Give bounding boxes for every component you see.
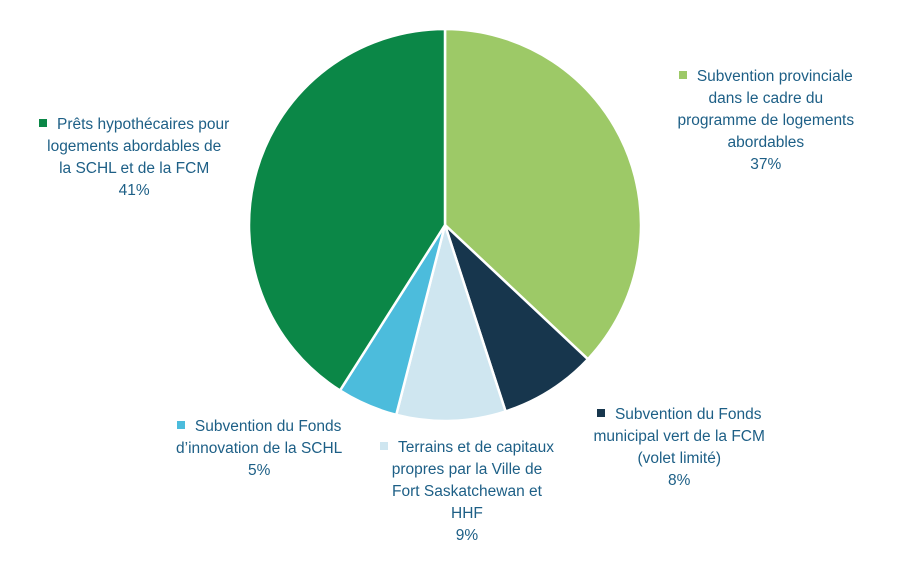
legend-swatch bbox=[380, 441, 388, 450]
slice-label-text: abordables bbox=[727, 134, 805, 151]
slice-label-text: d’innovation de la SCHL bbox=[176, 440, 343, 457]
slice-label-text: logements abordables de bbox=[47, 138, 222, 155]
slice-label-text: programme de logements bbox=[677, 112, 855, 129]
slice-percent: 8% bbox=[668, 472, 691, 489]
slice-label-text: Prêts hypothécaires pour bbox=[39, 114, 229, 136]
pie-slice-0 bbox=[443, 27, 643, 361]
slice-label-text: municipal vert de la FCM bbox=[593, 428, 765, 445]
slice-percent: 5% bbox=[247, 462, 271, 479]
slice-label-text: dans le cadre du bbox=[708, 90, 824, 107]
slice-label-text: Subvention provinciale bbox=[678, 66, 855, 88]
slice-label-text: Fort Saskatchewan et bbox=[392, 483, 542, 500]
pie-slices bbox=[247, 27, 643, 423]
slice-label-4: Prêts hypothécaires pour logements aborda… bbox=[39, 114, 229, 202]
slice-percent: 41% bbox=[118, 182, 150, 199]
legend-swatch bbox=[596, 408, 605, 417]
legend-swatch bbox=[678, 70, 687, 79]
slice-label-text: propres par la Ville de bbox=[391, 461, 543, 478]
legend-swatch bbox=[176, 420, 185, 429]
pie-slice-2 bbox=[395, 223, 507, 423]
slice-percent: 9% bbox=[455, 527, 479, 544]
slice-label-2: Terrains et de capitaux propres par la Vi… bbox=[380, 437, 554, 547]
slice-label-text: HHF bbox=[451, 505, 483, 522]
slice-label-0: Subvention provinciale dans le cadre du pr… bbox=[678, 66, 855, 176]
slice-label-text: la SCHL et de la FCM bbox=[59, 160, 210, 177]
slice-label-text: (volet limité) bbox=[637, 450, 721, 467]
slice-label-1: Subvention du Fonds municipal vert de la … bbox=[594, 404, 765, 492]
pie-slice-1 bbox=[443, 223, 590, 413]
pie-slice-4 bbox=[247, 27, 447, 392]
slice-label-3: Subvention du Fonds d’innovation de la SC… bbox=[176, 416, 342, 482]
slice-label-text: Subvention du Fonds bbox=[594, 404, 765, 426]
slice-label-text: Subvention du Fonds bbox=[176, 416, 342, 438]
legend-swatch bbox=[39, 118, 47, 127]
slice-label-text: Terrains et de capitaux bbox=[380, 437, 554, 459]
slice-percent: 37% bbox=[750, 156, 782, 173]
